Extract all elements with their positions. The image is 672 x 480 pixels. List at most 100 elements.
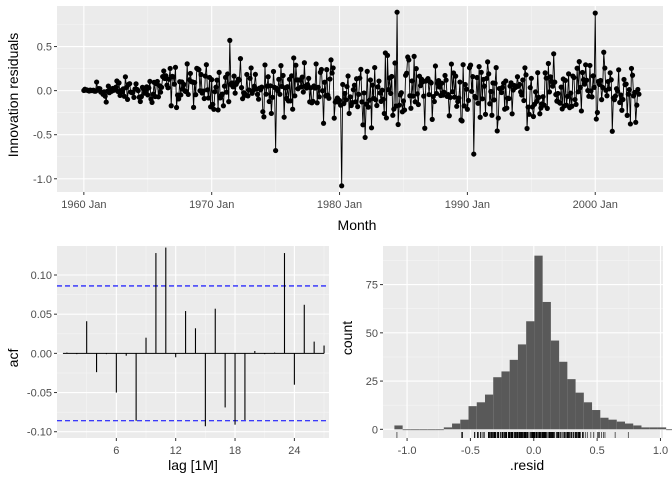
residual-point: [620, 96, 626, 103]
residual-point: [159, 84, 165, 90]
residual-point: [589, 94, 595, 100]
residual-point: [192, 80, 198, 86]
residual-point: [138, 94, 144, 100]
residual-point: [624, 112, 630, 118]
residual-point: [615, 88, 621, 94]
acf-x-tick-label: 24: [288, 445, 300, 457]
histogram-bar: [501, 371, 510, 430]
residual-point: [390, 112, 396, 118]
residuals-y-tick-label: -0.5: [33, 130, 52, 142]
residual-point: [421, 93, 427, 99]
residual-point: [446, 113, 452, 119]
residual-point: [310, 98, 316, 104]
residual-point: [462, 81, 468, 88]
residual-point: [276, 76, 282, 82]
residual-point: [426, 91, 432, 98]
residual-point: [170, 74, 176, 80]
histogram-bar: [550, 340, 560, 430]
residual-point: [566, 71, 572, 77]
residual-point: [618, 92, 624, 98]
residual-point: [406, 57, 412, 63]
residual-point: [346, 110, 352, 117]
acf-x-tick-label: 6: [113, 445, 119, 457]
residual-point: [546, 89, 553, 95]
acf-bars: [57, 247, 329, 427]
histogram-bar: [452, 423, 461, 430]
residual-point: [625, 91, 631, 97]
residual-point: [495, 115, 501, 121]
residual-point: [124, 96, 131, 103]
residual-point: [94, 79, 100, 85]
residual-point: [398, 90, 404, 96]
residual-point: [482, 111, 489, 117]
acf-y-tick-label: 0.10: [31, 270, 52, 282]
acf-y-tick-label: 0.00: [31, 348, 52, 360]
residual-point: [454, 103, 460, 109]
residual-point: [155, 94, 162, 100]
acf-x-tick-label: 12: [170, 445, 182, 457]
residual-point: [392, 60, 398, 66]
residual-point: [498, 89, 505, 96]
histogram-bar: [526, 321, 535, 430]
histogram-bar: [419, 429, 428, 431]
residual-point: [509, 111, 515, 117]
residual-point: [187, 70, 193, 77]
residual-point: [298, 84, 304, 90]
residual-point: [422, 125, 428, 131]
residual-point: [409, 78, 415, 84]
residual-point: [352, 99, 359, 105]
residual-point: [361, 90, 367, 96]
residual-point: [571, 74, 577, 81]
residual-point: [465, 97, 472, 104]
residual-point: [383, 115, 390, 121]
histogram-bar: [567, 379, 576, 430]
residual-point: [300, 89, 306, 95]
residual-point: [543, 75, 549, 81]
residual-point: [204, 87, 211, 93]
residual-point: [306, 75, 312, 81]
residual-point: [293, 62, 299, 68]
residual-point: [331, 115, 337, 121]
residual-point: [362, 134, 368, 141]
residual-point: [411, 53, 417, 59]
histogram-bar: [542, 301, 551, 430]
residuals-y-tick-label: 0.5: [37, 42, 52, 54]
residual-point: [588, 88, 594, 94]
residual-point: [380, 96, 386, 102]
residual-point: [493, 65, 499, 71]
residual-point: [213, 84, 219, 90]
residual-point: [441, 89, 447, 95]
residual-point: [198, 71, 204, 78]
residual-point: [237, 56, 244, 62]
residual-point: [154, 78, 160, 85]
histogram-bar: [394, 425, 403, 430]
residual-point: [336, 97, 343, 104]
residual-point: [581, 81, 588, 87]
histogram-x-tick-label: 0.0: [526, 445, 541, 457]
residual-point: [375, 84, 381, 90]
residual-point: [514, 74, 521, 80]
residual-point: [550, 83, 556, 89]
residual-point: [633, 119, 639, 125]
residual-point: [172, 64, 179, 70]
histogram-y-tick-label: 75: [366, 280, 378, 292]
residual-point: [428, 80, 434, 86]
residual-point: [385, 87, 392, 93]
residual-point: [464, 106, 470, 112]
residual-point: [345, 73, 351, 79]
residual-point: [449, 89, 456, 95]
residual-point: [358, 66, 364, 72]
residual-point: [526, 111, 532, 117]
residual-point: [470, 73, 476, 80]
residual-point: [607, 70, 613, 76]
histogram-bar: [633, 425, 642, 430]
residual-point: [400, 98, 407, 104]
residual-point: [487, 101, 493, 107]
residual-point: [467, 62, 474, 68]
residual-point: [592, 10, 598, 16]
residual-point: [121, 93, 127, 99]
histogram-bar: [443, 427, 453, 430]
histogram-y-tick-label: 50: [366, 328, 378, 340]
residual-point: [457, 79, 463, 85]
residual-point: [196, 67, 202, 73]
